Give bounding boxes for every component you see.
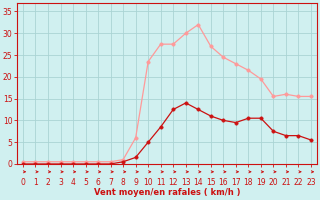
X-axis label: Vent moyen/en rafales ( km/h ): Vent moyen/en rafales ( km/h ) [94, 188, 240, 197]
